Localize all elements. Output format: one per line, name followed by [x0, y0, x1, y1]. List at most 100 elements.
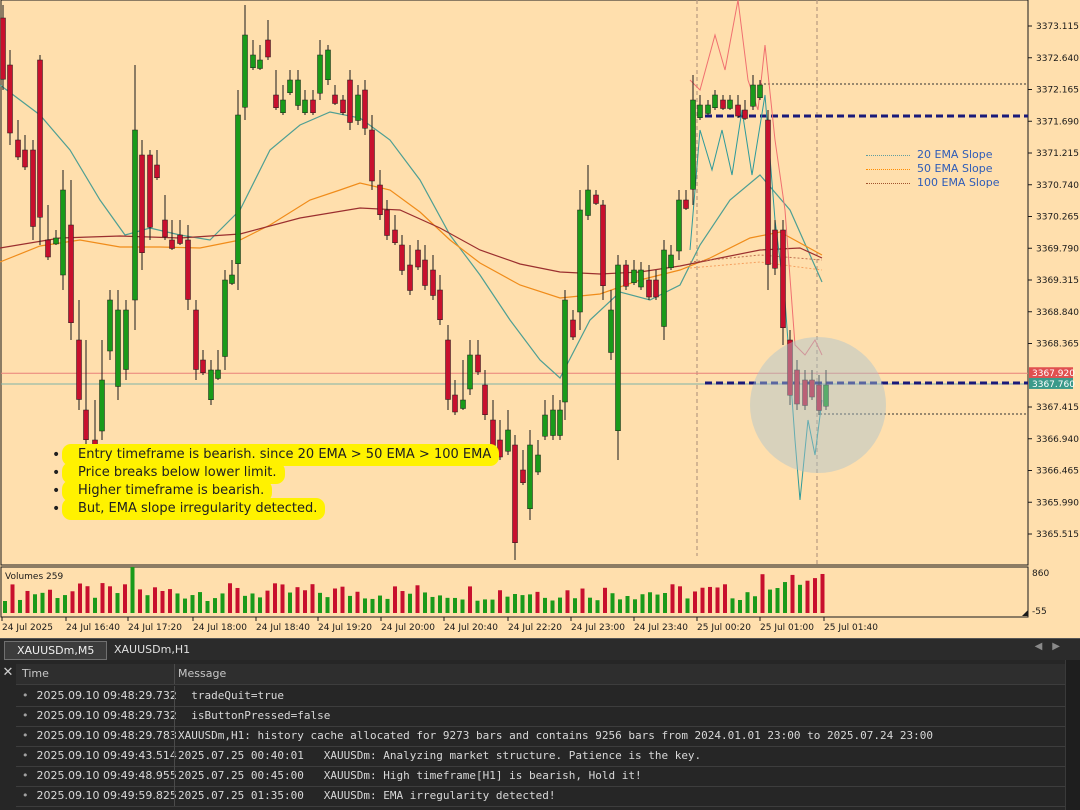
price-tick-label: 3372.165 [1036, 86, 1079, 96]
journal-scrollbar[interactable] [1065, 660, 1080, 810]
price-tick-label: 3365.990 [1036, 498, 1079, 508]
volume-bar [505, 596, 510, 613]
price-tick-label: 3366.465 [1036, 467, 1079, 477]
candle-body [280, 99, 286, 113]
volume-bar [693, 591, 697, 613]
volume-bar [483, 599, 487, 613]
candle-body [76, 339, 82, 400]
volume-bar [138, 589, 142, 613]
bid-price-tag [1029, 367, 1073, 379]
volume-bar [468, 586, 472, 613]
candle-body [809, 379, 815, 398]
chart-shift-icon [1022, 610, 1028, 616]
price-tick-label: 3368.365 [1036, 340, 1079, 350]
candle-body [750, 84, 756, 107]
candle-body [222, 279, 228, 357]
volume-bar [708, 586, 712, 613]
time-tick-label: 24 Jul 20:40 [444, 623, 498, 633]
volume-bar [48, 589, 52, 613]
candle-body [593, 194, 599, 204]
volume-bar [355, 591, 360, 613]
candle-body [377, 184, 383, 215]
volume-bar [340, 586, 345, 613]
tab-xauusdm-m5[interactable]: XAUUSDm,M5 [4, 641, 108, 660]
price-tick-label: 3369.790 [1036, 244, 1079, 254]
candle-body [452, 394, 458, 413]
volume-bar [723, 584, 727, 613]
tab-scroll-arrows[interactable]: ◀▶ [1035, 641, 1070, 652]
volume-bar [108, 586, 112, 613]
volume-bar [603, 587, 607, 613]
candle-body [772, 229, 778, 269]
candle-body [332, 94, 338, 104]
journal-row[interactable]: • 2025.09.10 09:48:29.783 XAUUSDm,H1: hist… [16, 726, 1066, 747]
volume-bar [250, 593, 255, 613]
tab-xauusdm-h1[interactable]: XAUUSDm,H1 [114, 643, 191, 656]
volume-bar [18, 599, 22, 613]
candle-body [482, 384, 488, 415]
volume-bar [445, 597, 450, 613]
candle-body [407, 264, 413, 291]
time-tick-label: 24 Jul 2025 [2, 623, 53, 633]
volume-bar [813, 578, 817, 613]
volume-bar [55, 598, 60, 613]
volume-bar [805, 580, 810, 613]
volume-plot-frame [0, 566, 1029, 618]
journal-row[interactable]: • 2025.09.10 09:48:29.732 tradeQuit=true [16, 686, 1066, 707]
volume-bar [475, 600, 480, 613]
candle-body [460, 399, 466, 409]
journal-row-time: • 2025.09.10 09:48:29.783 [22, 729, 177, 742]
journal-row[interactable]: • 2025.09.10 09:49:43.514 2025.07.25 00:40… [16, 746, 1066, 767]
candle-body [287, 79, 293, 93]
candle-body [467, 354, 473, 390]
volume-bar [363, 598, 367, 613]
candle-body [690, 99, 696, 190]
annotation-2: Price breaks below lower limit. [52, 462, 285, 484]
volume-bar [543, 597, 547, 613]
volume-bar [558, 597, 562, 613]
chevron-right-icon[interactable]: ▶ [1052, 641, 1070, 652]
volume-bar [175, 593, 180, 613]
volume-bar [40, 592, 45, 613]
chart-area[interactable]: 3373.115 3372.640 3372.165 3371.690 3371.215… [0, 0, 1080, 638]
candle-body [215, 369, 221, 379]
close-icon[interactable]: ✕ [2, 665, 14, 680]
candle-body [273, 94, 279, 108]
candle-body [45, 239, 51, 258]
volume-bar [100, 583, 105, 613]
journal-row[interactable]: • 2025.09.10 09:49:59.825 2025.07.25 01:35… [16, 786, 1066, 807]
time-tick-label: 24 Jul 23:00 [571, 623, 625, 633]
candle-body [505, 429, 511, 452]
candle-body [362, 89, 368, 129]
ema50-slope-line [689, 261, 823, 271]
candle-body [7, 64, 13, 134]
price-chart-svg[interactable]: 3373.115 3372.640 3372.165 3371.690 3371.215… [0, 0, 1080, 638]
legend-ema50-label: 50 EMA Slope [917, 162, 993, 175]
chevron-left-icon[interactable]: ◀ [1034, 641, 1053, 652]
volume-bar [130, 567, 135, 613]
ask-price-tag [1029, 377, 1073, 389]
volume-bar [595, 600, 600, 613]
candle-body [317, 54, 323, 94]
volume-bar [85, 586, 90, 613]
candle-body [200, 359, 206, 373]
candle-body [542, 414, 548, 437]
volume-bar [640, 594, 645, 613]
volume-bar [768, 589, 772, 613]
candle-body [608, 309, 614, 353]
ema50-line [0, 182, 823, 299]
journal-row[interactable]: • 2025.09.10 09:48:29.732 isButtonPressed… [16, 706, 1066, 727]
volume-bar [145, 595, 150, 613]
journal-row[interactable]: • 2025.09.10 09:49:48.955 2025.07.25 00:45… [16, 766, 1066, 787]
volume-bar [348, 595, 352, 613]
legend-ema20-label: 20 EMA Slope [917, 148, 993, 161]
legend-ema50: 50 EMA Slope [866, 162, 999, 176]
candle-body [802, 379, 808, 406]
column-header-message[interactable]: Message [178, 667, 227, 680]
volume-bar [400, 591, 405, 613]
lower-envelope-line [689, 94, 823, 501]
column-header-time[interactable]: Time [22, 667, 49, 680]
candle-body [570, 319, 576, 338]
volume-bar [415, 585, 420, 613]
price-tick-label: 3371.690 [1036, 117, 1079, 127]
